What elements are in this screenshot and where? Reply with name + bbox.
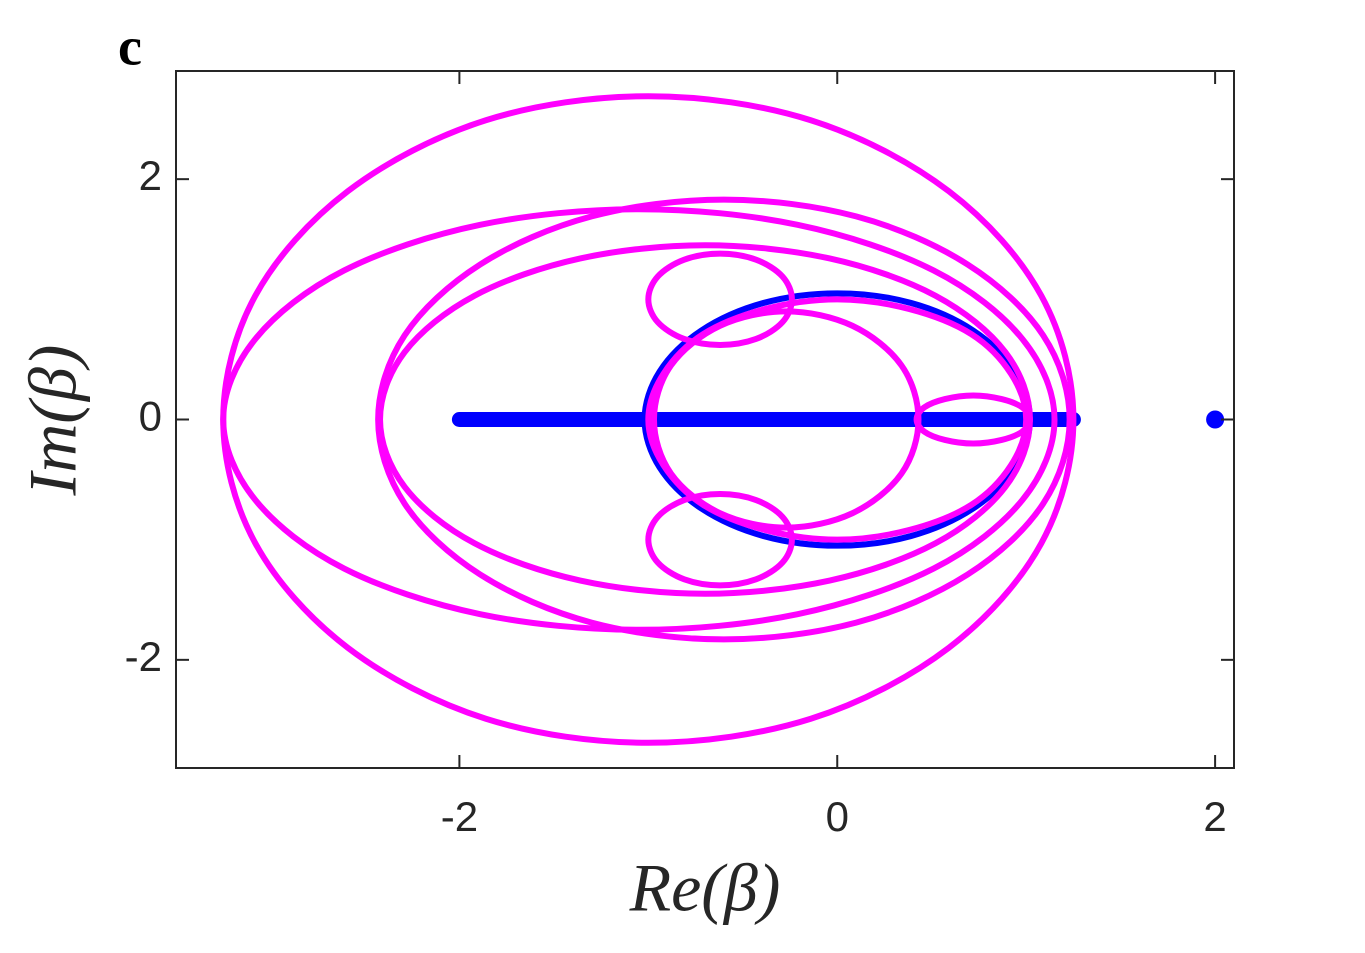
x-axis-label: Re(β)	[629, 850, 781, 926]
x-tick-label: -2	[441, 793, 478, 840]
x-tick-label: 2	[1203, 793, 1226, 840]
curve	[645, 250, 795, 348]
point	[1206, 410, 1225, 429]
y-tick-label: 0	[139, 393, 162, 440]
curve	[645, 296, 1030, 543]
data-layer	[220, 93, 1225, 746]
curve	[220, 206, 1058, 633]
y-axis-label: Im(β)	[15, 345, 91, 497]
x-tick-label: 0	[826, 793, 849, 840]
curve	[645, 491, 795, 589]
panel-label: c	[118, 16, 142, 76]
curve	[377, 242, 1033, 597]
curve	[913, 392, 1033, 447]
y-tick-label: -2	[125, 633, 162, 680]
y-tick-label: 2	[139, 152, 162, 199]
curve	[641, 290, 1033, 549]
curve	[650, 308, 922, 531]
